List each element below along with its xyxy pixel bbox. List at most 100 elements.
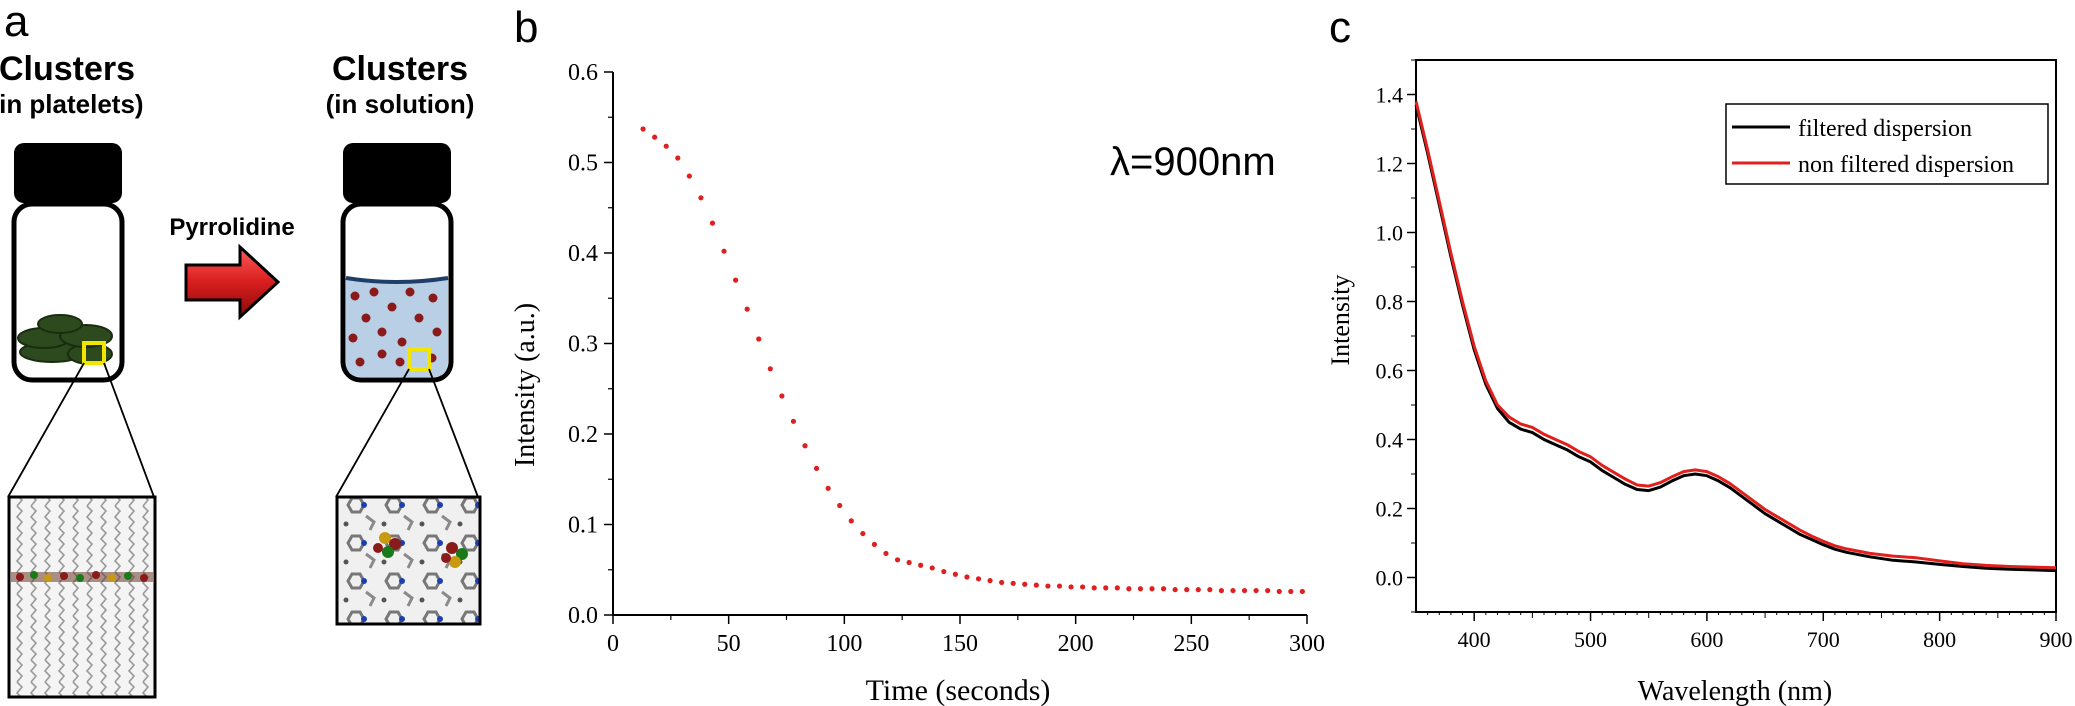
data-point-b (1172, 587, 1178, 593)
data-point-b (779, 393, 785, 399)
data-point-b (790, 418, 797, 424)
data-point-b (721, 248, 727, 254)
data-point-b (1160, 586, 1167, 592)
data-point-b (894, 557, 901, 563)
x-tick-label-c: 700 (1807, 627, 1840, 652)
x-tick-label-b: 200 (1058, 631, 1094, 657)
y-tick-label-c: 1.4 (1376, 83, 1404, 108)
data-point-b (1218, 587, 1225, 594)
md-snapshot-platelets (7, 495, 157, 699)
data-point-b (1195, 587, 1201, 593)
right-vial-title: Clusters (332, 50, 468, 88)
data-point-b (1114, 585, 1120, 591)
cluster-layer (11, 571, 153, 582)
data-point-b (941, 568, 947, 575)
data-point-b (1068, 584, 1074, 590)
solvated-clusters (373, 532, 468, 568)
panel-b: b 0 50 100 150 200 250 300 0.0 0.1 0.2 0.3 0.4 0.5 0.… (510, 3, 1325, 706)
panel-label-b: b (514, 3, 538, 52)
series-c (1414, 101, 2057, 573)
y-tick-label-b: 0.5 (568, 151, 598, 177)
x-tick-label-b: 250 (1173, 631, 1209, 657)
data-point-b (1207, 587, 1213, 593)
data-point-b (802, 443, 808, 449)
data-point-b (744, 306, 750, 312)
data-point-b (675, 155, 681, 161)
data-point-b (1276, 588, 1282, 595)
data-point-b (848, 518, 854, 524)
dispersed-clusters (348, 287, 442, 367)
data-point-b (1265, 587, 1271, 594)
legend-box (1725, 103, 2049, 185)
legend-c: filtered dispersion non filtered dispers… (1725, 103, 2049, 185)
left-vial-subtitle: (in platelets) (0, 89, 144, 119)
y-tick-label-c: 0.6 (1376, 359, 1404, 384)
data-point-b (1253, 587, 1259, 594)
solution (346, 278, 448, 377)
x-tick-label-b: 0 (607, 631, 619, 657)
y-tick-label-b: 0.1 (568, 513, 598, 539)
vial-platelets (7, 143, 157, 699)
vial-solution (335, 143, 482, 626)
data-point-b (883, 550, 889, 557)
y-tick-label-c: 0.0 (1376, 566, 1404, 591)
x-axis-label-c: Wavelength (nm) (1638, 676, 1832, 706)
y-tick-label-c: 1.2 (1376, 152, 1404, 177)
data-point-b (952, 571, 958, 577)
panel-a: a Clusters (in platelets) Clusters (in s… (0, 0, 482, 699)
data-point-b (733, 277, 739, 283)
x-tick-label-b: 150 (942, 631, 978, 657)
data-point-b (860, 530, 866, 537)
y-tick-label-b: 0.2 (568, 422, 598, 448)
data-point-b (1288, 588, 1294, 595)
data-point-b (871, 541, 878, 548)
right-vial-subtitle: (in solution) (326, 89, 475, 119)
data-point-b (1091, 585, 1097, 591)
data-point-b (918, 562, 924, 568)
data-point-b (1080, 584, 1086, 590)
series-line-filtered (1414, 104, 2057, 573)
zoom-box-left (82, 341, 106, 365)
zoom-box-right (407, 347, 431, 371)
reaction-arrow (184, 243, 281, 321)
y-tick-label-c: 1.0 (1376, 221, 1404, 246)
y-tick-label-b: 0.6 (568, 60, 598, 86)
x-tick-label-c: 600 (1690, 627, 1723, 652)
data-point-b (964, 574, 970, 580)
data-point-b (1045, 583, 1051, 589)
data-point-b (929, 565, 935, 571)
data-point-b (813, 465, 820, 471)
data-point-b (709, 220, 716, 226)
data-point-b (686, 173, 692, 179)
y-tick-label-c: 0.8 (1376, 290, 1404, 315)
legend-label-filtered: filtered dispersion (1798, 116, 1972, 142)
ticks-c: 400 500 600 700 800 900 0.0 0.2 0.4 0.6 0.8 1.0 1.2 1… (1376, 59, 2073, 652)
vial-cap-right (343, 143, 451, 203)
panel-c: c 400 500 600 700 800 900 0.0 0.2 0.4 0.6 0.8 1.0 1.… (1326, 3, 2073, 706)
data-point-b (1103, 585, 1109, 591)
data-point-b (698, 195, 704, 201)
data-point-b (1230, 587, 1236, 594)
data-point-b (1010, 580, 1016, 586)
x-tick-label-b: 100 (826, 631, 862, 657)
data-point-b (1299, 588, 1305, 595)
x-tick-label-b: 300 (1289, 631, 1325, 657)
data-point-b (640, 126, 646, 132)
panel-label-a: a (4, 0, 29, 46)
data-point-b (1126, 586, 1132, 592)
x-tick-label-c: 800 (1923, 627, 1956, 652)
panel-label-c: c (1329, 3, 1351, 52)
y-tick-label-b: 0.4 (568, 241, 598, 267)
data-point-b (1184, 587, 1190, 593)
data-point-b (1137, 586, 1144, 592)
y-tick-label-b: 0.3 (568, 332, 598, 358)
series-b (640, 126, 1305, 595)
left-vial-title: Clusters (0, 50, 135, 88)
data-point-b (975, 576, 982, 582)
wavelength-annotation: λ=900nm (1110, 140, 1276, 184)
data-point-b (999, 579, 1005, 586)
data-point-b (663, 143, 669, 149)
data-point-b (1022, 581, 1028, 587)
data-point-b (756, 336, 762, 342)
